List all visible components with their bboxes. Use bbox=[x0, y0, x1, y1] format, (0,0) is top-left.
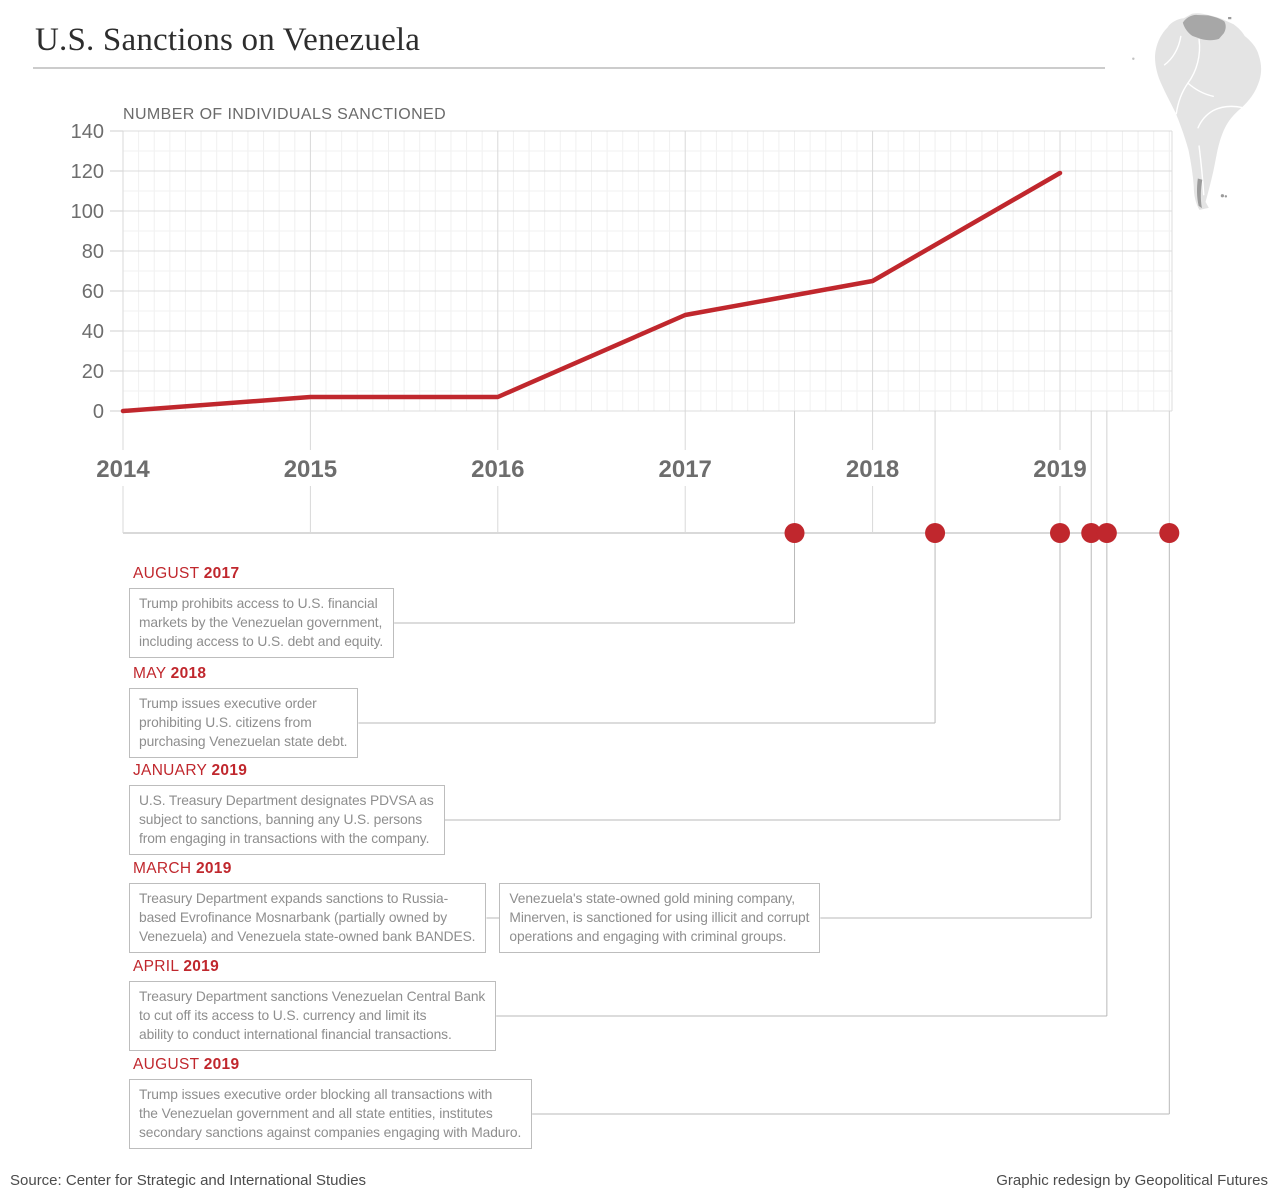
event-block: MARCH 2019 Treasury Department expands s… bbox=[129, 860, 821, 953]
title-rule bbox=[33, 67, 1105, 69]
event-block: AUGUST 2019 Trump issues executive order… bbox=[129, 1056, 533, 1149]
event-month: MAY bbox=[133, 665, 171, 682]
event-block: JANUARY 2019 U.S. Treasury Department de… bbox=[129, 762, 445, 855]
page-title: U.S. Sanctions on Venezuela bbox=[35, 22, 421, 58]
designer-credit: Graphic redesign by Geopolitical Futures bbox=[996, 1172, 1268, 1189]
event-block: AUGUST 2017 Trump prohibits access to U.… bbox=[129, 565, 395, 658]
event-text-box: Trump issues executive order prohibiting… bbox=[129, 688, 359, 758]
event-block: APRIL 2019 Treasury Department sanctions… bbox=[129, 958, 497, 1051]
event-text-box: Treasury Department expands sanctions to… bbox=[129, 883, 487, 953]
event-date: APRIL 2019 bbox=[133, 958, 496, 976]
event-date: MAY 2018 bbox=[133, 665, 358, 683]
event-month: MARCH bbox=[133, 860, 196, 877]
event-text-box: Treasury Department sanctions Venezuelan… bbox=[129, 981, 497, 1051]
event-year: 2017 bbox=[203, 565, 240, 582]
source-credit: Source: Center for Strategic and Interna… bbox=[10, 1172, 367, 1189]
event-month: APRIL bbox=[133, 958, 184, 975]
event-month: AUGUST bbox=[133, 1056, 204, 1073]
event-month: JANUARY bbox=[133, 762, 212, 779]
event-date: AUGUST 2017 bbox=[133, 565, 394, 583]
event-date: JANUARY 2019 bbox=[133, 762, 445, 780]
event-boxes: Treasury Department expands sanctions to… bbox=[129, 883, 821, 953]
event-boxes: Trump issues executive order prohibiting… bbox=[129, 688, 359, 758]
event-boxes: Treasury Department sanctions Venezuelan… bbox=[129, 981, 497, 1051]
event-boxes: Trump issues executive order blocking al… bbox=[129, 1079, 533, 1149]
event-boxes: Trump prohibits access to U.S. financial… bbox=[129, 588, 395, 658]
event-boxes: U.S. Treasury Department designates PDVS… bbox=[129, 785, 445, 855]
event-year: 2019 bbox=[203, 1056, 240, 1073]
event-date: MARCH 2019 bbox=[133, 860, 820, 878]
event-year: 2019 bbox=[183, 958, 220, 975]
event-month: AUGUST bbox=[133, 565, 204, 582]
event-text-box: Trump prohibits access to U.S. financial… bbox=[129, 588, 395, 658]
event-block: MAY 2018 Trump issues executive order pr… bbox=[129, 665, 359, 758]
chart-subtitle: NUMBER OF INDIVIDUALS SANCTIONED bbox=[123, 106, 447, 123]
event-year: 2018 bbox=[170, 665, 207, 682]
event-year: 2019 bbox=[195, 860, 232, 877]
event-year: 2019 bbox=[211, 762, 248, 779]
event-text-box: Venezuela's state-owned gold mining comp… bbox=[499, 883, 821, 953]
event-text-box: U.S. Treasury Department designates PDVS… bbox=[129, 785, 445, 855]
event-date: AUGUST 2019 bbox=[133, 1056, 532, 1074]
event-text-box: Trump issues executive order blocking al… bbox=[129, 1079, 533, 1149]
